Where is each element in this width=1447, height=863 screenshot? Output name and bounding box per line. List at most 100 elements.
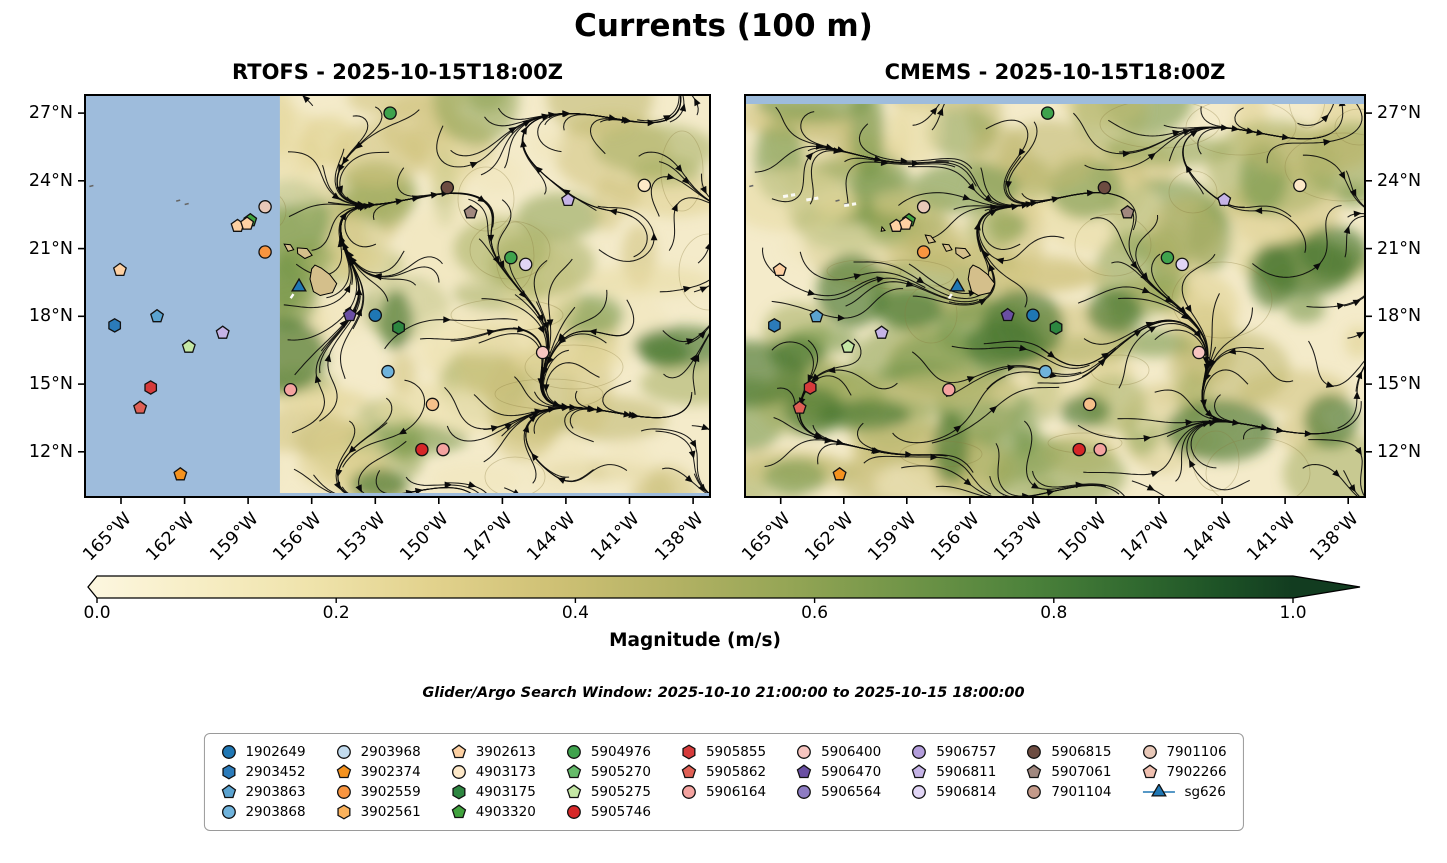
float-marker	[415, 442, 429, 457]
circle-legend-marker	[1027, 785, 1042, 799]
legend-item-1902649: 1902649	[220, 744, 306, 760]
legend-label: 5905270	[590, 764, 651, 780]
legend-label: 5905855	[705, 744, 767, 760]
figure-title: Currents (100 m)	[574, 8, 873, 44]
legend-label: 4903320	[475, 804, 536, 820]
legend-label: 5906564	[821, 784, 882, 800]
no-data-region	[85, 95, 280, 497]
float-marker	[768, 318, 781, 333]
float-marker	[215, 325, 230, 339]
y-tick-label: 27°N	[1377, 103, 1422, 124]
legend-label: 2903968	[360, 744, 421, 760]
glider-marker	[290, 277, 307, 292]
legend-label: 7902266	[1166, 764, 1227, 780]
float-marker	[144, 380, 158, 395]
legend-item-5906564: 5906564	[796, 784, 881, 800]
float-marker	[283, 382, 298, 397]
legend-box: 1902649 2903452 2903863 2903868 2903968 39023…	[203, 733, 1244, 831]
legend-label: 3902561	[360, 804, 421, 820]
y-tick-label: 21°N	[28, 238, 73, 259]
colorbar-tick-label: 0.4	[561, 603, 589, 623]
float-marker	[383, 106, 397, 120]
legend-label: 5906815	[1051, 744, 1112, 760]
map-panel-rtofs	[78, 94, 711, 504]
circle-legend-marker	[1142, 745, 1157, 759]
pentagon-legend-marker	[566, 784, 582, 799]
float-marker	[463, 204, 478, 219]
y-tick-label: 27°N	[28, 103, 73, 124]
y-tick-label: 24°N	[28, 170, 73, 191]
legend-item-3902559: 3902559	[336, 784, 421, 800]
legend-item-5904976: 5904976	[566, 744, 651, 760]
circle-legend-marker	[912, 785, 927, 799]
legend-label: 2903452	[245, 764, 306, 780]
colorbar	[83, 575, 1367, 606]
legend-label: 5906814	[936, 784, 997, 800]
float-marker	[440, 180, 455, 195]
float-marker	[1093, 442, 1107, 457]
streamplot-cmems	[744, 94, 1372, 504]
float-marker	[832, 466, 847, 481]
float-marker	[436, 442, 450, 457]
float-marker	[240, 216, 255, 230]
pentagon-legend-marker	[681, 764, 697, 779]
float-marker	[1049, 320, 1063, 335]
pentagon-legend-marker	[1027, 764, 1042, 779]
legend-item-5905855: 5905855	[681, 744, 766, 760]
float-marker	[792, 400, 807, 414]
float-marker	[258, 200, 272, 214]
legend-label: 5906164	[705, 784, 767, 800]
float-markers	[108, 106, 652, 481]
circle-legend-marker	[221, 745, 236, 759]
float-marker	[150, 308, 165, 323]
float-markers	[768, 106, 1307, 481]
legend-item-4903173: 4903173	[451, 764, 536, 780]
circle-legend-marker	[797, 785, 812, 799]
float-marker	[772, 262, 787, 277]
pentagon-legend-marker	[221, 784, 236, 799]
float-marker	[381, 364, 395, 379]
float-marker	[342, 307, 357, 322]
legend-item-4903175: 4903175	[451, 784, 536, 800]
legend-label: 3902613	[475, 744, 536, 760]
hexagon-legend-marker	[682, 744, 696, 760]
legend-label: 4903173	[475, 764, 536, 780]
float-marker	[1040, 106, 1055, 120]
legend-item-2903968: 2903968	[336, 744, 421, 760]
hexagon-legend-marker	[337, 804, 351, 820]
colorbar-tick-label: 0.6	[801, 603, 829, 623]
pentagon-legend-marker	[1142, 764, 1157, 779]
subplot-title-cmems: CMEMS - 2025-10-15T18:00Z	[884, 60, 1226, 84]
float-marker	[561, 192, 576, 207]
float-marker	[368, 308, 383, 322]
pentagon-legend-marker	[566, 764, 582, 779]
circle-legend-marker	[681, 785, 696, 799]
colorbar-tick-label: 0.0	[83, 603, 111, 623]
colorbar-tick-label: 0.8	[1040, 603, 1068, 623]
float-marker	[1192, 345, 1206, 360]
legend-item-3902613: 3902613	[451, 744, 536, 760]
float-marker	[1175, 257, 1189, 272]
map-panel-cmems	[744, 94, 1372, 504]
y-tick-label: 18°N	[28, 306, 73, 327]
glider-legend-marker	[1142, 784, 1175, 797]
float-marker	[840, 339, 856, 353]
legend-label: 5906757	[936, 744, 997, 760]
float-marker	[112, 262, 127, 277]
float-marker	[504, 250, 518, 265]
legend-label: 3902374	[360, 764, 421, 780]
legend-item-5906811: 5906811	[911, 764, 996, 780]
legend-label: 5905746	[590, 804, 651, 820]
legend-item-3902561: 3902561	[336, 804, 421, 820]
pentagon-legend-marker	[451, 804, 466, 819]
y-tick-label: 12°N	[28, 441, 73, 462]
pentagon-legend-marker	[796, 764, 812, 779]
legend-item-5906814: 5906814	[911, 784, 996, 800]
legend-label: 7901106	[1166, 744, 1227, 760]
circle-legend-marker	[1027, 745, 1042, 759]
hexagon-legend-marker	[452, 784, 466, 800]
y-tick-label: 12°N	[1377, 441, 1422, 462]
legend-item-5905862: 5905862	[681, 764, 766, 780]
legend-label: 5906470	[821, 764, 882, 780]
